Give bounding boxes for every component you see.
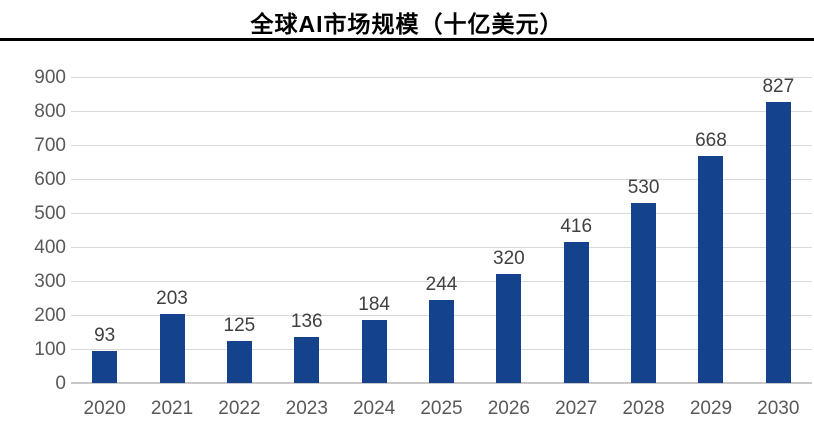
gridline-y-700 [71, 145, 812, 146]
bar-value-label-2022: 125 [223, 314, 256, 336]
title-divider-rule [0, 38, 814, 41]
bar-2020 [92, 351, 118, 383]
gridline-y-800 [71, 111, 812, 112]
x-tick-label-2021: 2021 [150, 398, 194, 419]
bar-value-label-2026: 320 [493, 248, 525, 270]
bar-2026 [496, 274, 522, 383]
bar-2030 [765, 101, 791, 383]
gridline-y-600 [71, 179, 812, 180]
bar-value-label-2021: 203 [156, 287, 188, 309]
gridline-y-900 [71, 77, 812, 78]
chart-title: 全球AI市场规模（十亿美元） [250, 11, 564, 37]
y-tick-label-200: 200 [34, 305, 66, 326]
bar-2027 [563, 241, 589, 383]
x-tick-label-2029: 2029 [689, 398, 733, 419]
bar-value-label-2023: 136 [290, 310, 323, 332]
x-tick-label-2022: 2022 [218, 398, 261, 419]
y-tick-label-900: 900 [34, 67, 66, 88]
y-tick-label-0: 0 [55, 373, 66, 394]
x-tick-label-2025: 2025 [420, 398, 463, 419]
gridline-y-500 [71, 213, 812, 214]
bar-2021 [159, 313, 185, 383]
bar-value-label-2028: 530 [627, 176, 660, 198]
y-tick-label-100: 100 [34, 339, 66, 360]
y-tick-label-500: 500 [34, 203, 66, 224]
bar-2028 [631, 202, 657, 383]
y-tick-label-700: 700 [34, 135, 66, 156]
bar-value-label-2027: 416 [560, 215, 593, 237]
bar-2023 [294, 336, 320, 383]
gridline-y-400 [71, 247, 812, 248]
bar-2024 [361, 320, 387, 383]
x-tick-label-2020: 2020 [83, 398, 126, 419]
bar-value-label-2029: 668 [695, 129, 727, 151]
x-tick-label-2024: 2024 [352, 398, 396, 419]
y-tick-label-600: 600 [34, 169, 66, 190]
y-tick-label-400: 400 [34, 237, 66, 258]
bar-value-label-2020: 93 [94, 325, 116, 347]
x-tick-label-2028: 2028 [622, 398, 665, 419]
x-tick-label-2026: 2026 [487, 398, 530, 419]
x-tick-label-2027: 2027 [555, 398, 598, 419]
bar-value-label-2024: 184 [358, 294, 390, 316]
bar-2022 [226, 340, 252, 383]
gridline-y-300 [71, 281, 812, 282]
y-tick-label-800: 800 [34, 101, 66, 122]
bar-value-label-2025: 244 [425, 274, 458, 296]
bar-value-label-2030: 827 [762, 75, 795, 97]
x-tick-label-2023: 2023 [285, 398, 328, 419]
bar-2025 [429, 300, 454, 383]
x-axis-line [71, 382, 812, 384]
bar-2029 [698, 155, 724, 383]
x-tick-label-2030: 2030 [757, 398, 800, 419]
y-tick-label-300: 300 [34, 271, 66, 292]
